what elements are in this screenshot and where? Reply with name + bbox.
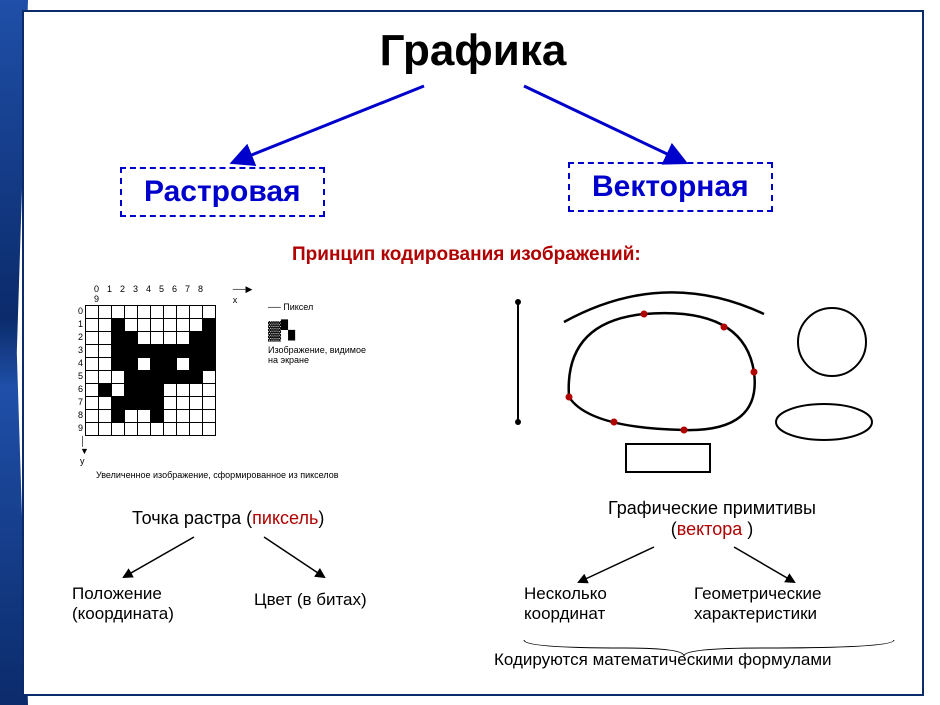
vector-label: Графические примитивы (вектора ) <box>572 498 852 540</box>
raster-sub-color: Цвет (в битах) <box>254 590 367 610</box>
vector-footer: Кодируются математическими формулами <box>494 650 832 670</box>
axis-numbers-x: 0123456789 <box>90 284 213 305</box>
screen-label: Изображение, видимое на экране <box>268 345 368 365</box>
vector-sub-coords: Несколько координат <box>524 584 654 624</box>
raster-diagram: 0123456789 ──▶ x 0123456789 │▼y ── Пиксе… <box>78 284 368 480</box>
branch-box-vector: Векторная <box>568 162 773 212</box>
slide-frame: Графика Растровая Векторная Принцип коди… <box>0 0 940 705</box>
vector-sub-geom: Геометрические характеристики <box>694 584 884 624</box>
zoom-label: Увеличенное изображение, сформированное … <box>96 470 368 480</box>
pixel-label: Пиксел <box>283 302 313 312</box>
vector-primitives-group <box>515 292 872 472</box>
main-title: Графика <box>24 26 922 76</box>
axis-y-label: y <box>80 456 85 466</box>
branch-box-raster: Растровая <box>120 167 325 217</box>
subtitle: Принцип кодирования изображений: <box>292 244 641 266</box>
axis-x-label: x <box>233 295 238 305</box>
raster-label: Точка растра (пиксель) <box>132 508 324 529</box>
raster-grid <box>85 305 216 436</box>
axis-numbers-y: 0123456789 <box>78 305 83 436</box>
content-area: Графика Растровая Векторная Принцип коди… <box>22 10 924 696</box>
raster-sub-position: Положение (координата) <box>72 584 212 624</box>
